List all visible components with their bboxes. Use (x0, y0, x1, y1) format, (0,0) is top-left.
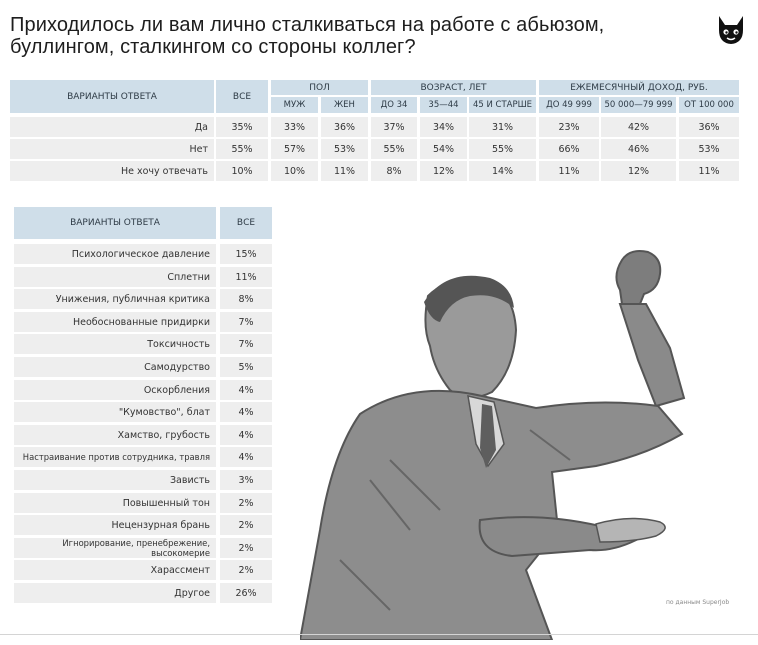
table-cell: 3% (220, 470, 272, 490)
table-cell: 4% (220, 380, 272, 400)
row-label: "Кумовство", блат (14, 402, 216, 422)
row-label: Токсичность (14, 334, 216, 354)
table-cell: 5% (220, 357, 272, 377)
table-cell: 2% (220, 538, 272, 558)
table-cell: 42% (601, 117, 676, 137)
table-cell: 4% (220, 425, 272, 445)
group-header: ВОЗРАСТ, ЛЕТ (371, 80, 536, 95)
row-label: Хамство, грубость (14, 425, 216, 445)
table-cell: 57% (271, 139, 318, 159)
table-cell: 10% (216, 161, 268, 181)
table-cell: 36% (679, 117, 739, 137)
table-cell: 15% (220, 244, 272, 264)
column-header: ОТ 100 000 (679, 97, 739, 113)
row-label: Самодурство (14, 357, 216, 377)
group-header: ЕЖЕМЕСЯЧНЫЙ ДОХОД, РУБ. (539, 80, 739, 95)
table-cell: 7% (220, 334, 272, 354)
row-label: Нецензурная брань (14, 515, 216, 535)
table-cell: 4% (220, 447, 272, 467)
row-label: Да (10, 117, 214, 137)
column-header: 35—44 (420, 97, 467, 113)
table-cell: 37% (371, 117, 417, 137)
column-header: ДО 49 999 (539, 97, 599, 113)
table-cell: 7% (220, 312, 272, 332)
table-cell: 54% (420, 139, 467, 159)
table-cell: 36% (321, 117, 368, 137)
superjob-logo-icon (719, 16, 743, 44)
table-cell: 11% (539, 161, 599, 181)
table-cell: 53% (321, 139, 368, 159)
table-cell: 66% (539, 139, 599, 159)
table-cell: 31% (469, 117, 536, 137)
row-label: Игнорирование, пренебрежение, высокомери… (14, 538, 216, 558)
table-cell: 55% (469, 139, 536, 159)
all-header: ВСЕ (220, 207, 272, 239)
row-label: Сплетни (14, 267, 216, 287)
table-cell: 4% (220, 402, 272, 422)
table-cell: 35% (216, 117, 268, 137)
table-cell: 10% (271, 161, 318, 181)
table-cell: 55% (371, 139, 417, 159)
column-header: ДО 34 (371, 97, 417, 113)
table-cell: 11% (679, 161, 739, 181)
row-label: Повышенный тон (14, 493, 216, 513)
pointing-man-illustration (300, 250, 686, 640)
bottom-divider (0, 634, 758, 635)
table-cell: 2% (220, 493, 272, 513)
column-header: 45 И СТАРШЕ (469, 97, 536, 113)
source-note: по данным SuperJob (666, 599, 730, 606)
row-label: Психологическое давление (14, 244, 216, 264)
row-label: Нет (10, 139, 214, 159)
table-cell: 46% (601, 139, 676, 159)
group-header: ПОЛ (271, 80, 368, 95)
row-label: Оскорбления (14, 380, 216, 400)
table-cell: 26% (220, 583, 272, 603)
row-label: Настраивание против сотрудника, травля (14, 447, 216, 467)
answer-header: ВАРИАНТЫ ОТВЕТА (14, 207, 216, 239)
table-cell: 23% (539, 117, 599, 137)
row-label: Харассмент (14, 560, 216, 580)
table-cell: 55% (216, 139, 268, 159)
table-cell: 34% (420, 117, 467, 137)
table-cell: 12% (601, 161, 676, 181)
row-label: Унижения, публичная критика (14, 289, 216, 309)
column-header: МУЖ (271, 97, 318, 113)
table-cell: 8% (371, 161, 417, 181)
all-header: ВСЕ (216, 80, 268, 113)
column-header: ЖЕН (321, 97, 368, 113)
table-cell: 11% (220, 267, 272, 287)
row-label: Необоснованные придирки (14, 312, 216, 332)
table-cell: 2% (220, 560, 272, 580)
table-cell: 14% (469, 161, 536, 181)
table-cell: 11% (321, 161, 368, 181)
row-label: Не хочу отвечать (10, 161, 214, 181)
table-cell: 8% (220, 289, 272, 309)
table-cell: 53% (679, 139, 739, 159)
table-cell: 12% (420, 161, 467, 181)
column-header: 50 000—79 999 (601, 97, 676, 113)
table-cell: 33% (271, 117, 318, 137)
answer-header: ВАРИАНТЫ ОТВЕТА (10, 80, 214, 113)
table-cell: 2% (220, 515, 272, 535)
page-title: Приходилось ли вам лично сталкиваться на… (10, 14, 605, 58)
row-label: Зависть (14, 470, 216, 490)
row-label: Другое (14, 583, 216, 603)
